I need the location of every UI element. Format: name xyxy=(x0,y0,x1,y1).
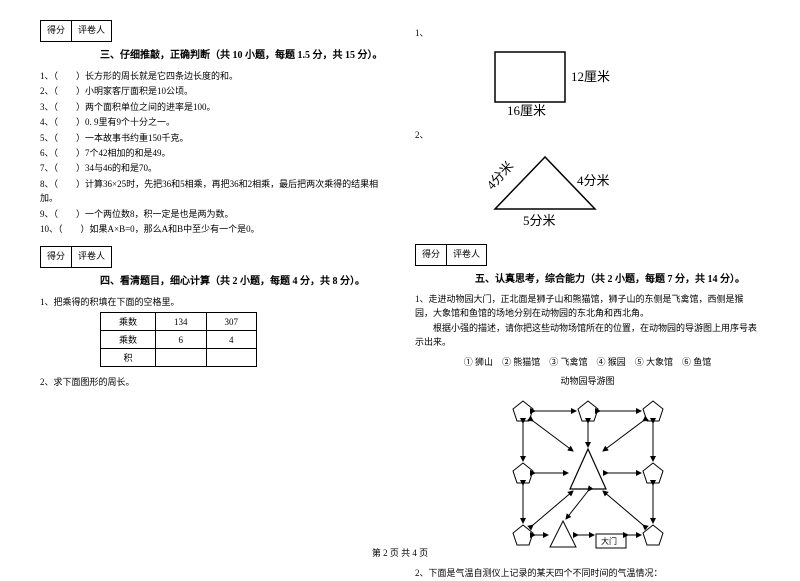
score-label: 得分 xyxy=(415,244,446,266)
reviewer-label: 评卷人 xyxy=(446,244,487,266)
q3-7: 7、（ ）34与46的和是70。 xyxy=(40,161,385,175)
gate-label: 大门 xyxy=(601,536,617,546)
tri-right: 4分米 xyxy=(577,173,610,188)
score-box-4: 得分 评卷人 xyxy=(40,246,385,268)
q3-2: 2、（ ）小明家客厅面积是10公顷。 xyxy=(40,84,385,98)
zoo-options: ① 狮山 ② 熊猫馆 ③ 飞禽馆 ④ 猴园 ⑤ 大象馆 ⑥ 鱼馆 xyxy=(415,355,760,368)
t-r0c1: 134 xyxy=(156,313,207,331)
t-r0c2: 307 xyxy=(206,313,257,331)
square-svg: 12厘米 16厘米 xyxy=(475,47,645,117)
t-r2c2 xyxy=(206,349,257,367)
q3-4: 4、（ ）0. 9里有9个十分之一。 xyxy=(40,115,385,129)
rs-q2: 2、 xyxy=(415,128,760,141)
score-box-5: 得分 评卷人 xyxy=(415,244,760,266)
tri-bottom: 5分米 xyxy=(523,213,556,228)
zoo-map: 大门 xyxy=(478,391,698,561)
t-r1c2: 4 xyxy=(206,331,257,349)
t-r2c1 xyxy=(156,349,207,367)
sq-bottom: 16厘米 xyxy=(507,103,546,117)
s4-q2: 2、求下面图形的周长。 xyxy=(40,375,385,388)
right-column: 1、 12厘米 16厘米 2、 4分米 4分米 5分米 得分 评卷人 五、认真思… xyxy=(415,20,760,530)
reviewer-label: 评卷人 xyxy=(71,246,112,268)
zoo-map-title: 动物园导游图 xyxy=(415,374,760,387)
section5-title: 五、认真思考，综合能力（共 2 小题，每题 7 分，共 14 分）。 xyxy=(475,270,760,285)
t-r1c0: 乘数 xyxy=(101,331,156,349)
left-column: 得分 评卷人 三、仔细推敲，正确判断（共 10 小题，每题 1.5 分，共 15… xyxy=(40,20,385,530)
s5-intro2: 根据小强的描述，请你把这些动物场馆所在的位置，在动物园的导游图上用序号表示出来。 xyxy=(415,322,760,349)
s5-intro1: 1、走进动物园大门，正北面是狮子山和熊猫馆，狮子山的东侧是飞禽馆，西侧是猴园，大… xyxy=(415,293,760,320)
calc-table: 乘数 134 307 乘数 6 4 积 xyxy=(100,312,257,367)
t-r0c0: 乘数 xyxy=(101,313,156,331)
q3-3: 3、（ ）两个面积单位之间的进率是100。 xyxy=(40,100,385,114)
q3-8: 8、（ ）计算36×25时，先把36和5相乘，再把36和2相乘，最后把两次乘得的… xyxy=(40,177,385,206)
section3-items: 1、（ ）长方形的周长就是它四条边长度的和。 2、（ ）小明家客厅面积是10公顷… xyxy=(40,69,385,236)
score-box-3: 得分 评卷人 xyxy=(40,20,385,42)
rs-q1: 1、 xyxy=(415,26,760,39)
q3-9: 9、（ ）一个两位数8，积一定是也是两为数。 xyxy=(40,207,385,221)
q3-10: 10、（ ）如果A×B=0，那么A和B中至少有一个是0。 xyxy=(40,222,385,236)
score-label: 得分 xyxy=(40,20,71,42)
zoo-map-svg: 大门 xyxy=(478,391,698,561)
square-figure: 12厘米 16厘米 xyxy=(475,47,760,120)
score-label: 得分 xyxy=(40,246,71,268)
triangle-figure: 4分米 4分米 5分米 xyxy=(465,149,760,232)
sq-right: 12厘米 xyxy=(571,69,610,84)
tri-left: 4分米 xyxy=(483,158,516,192)
t-r2c0: 积 xyxy=(101,349,156,367)
t-r1c1: 6 xyxy=(156,331,207,349)
section3-title: 三、仔细推敲，正确判断（共 10 小题，每题 1.5 分，共 15 分）。 xyxy=(100,46,385,61)
reviewer-label: 评卷人 xyxy=(71,20,112,42)
triangle-svg: 4分米 4分米 5分米 xyxy=(465,149,645,229)
q3-1: 1、（ ）长方形的周长就是它四条边长度的和。 xyxy=(40,69,385,83)
s5-q2: 2、下面是气温自测仪上记录的某天四个不同时间的气温情况： xyxy=(415,567,760,581)
page-footer: 第 2 页 共 4 页 xyxy=(0,546,800,559)
q3-6: 6、（ ）7个42相加的和是49。 xyxy=(40,146,385,160)
q3-5: 5、（ ）一本故事书约重150千克。 xyxy=(40,131,385,145)
section4-title: 四、看清题目，细心计算（共 2 小题，每题 4 分，共 8 分）。 xyxy=(100,272,385,287)
s4-q1: 1、把乘得的积填在下面的空格里。 xyxy=(40,295,385,308)
